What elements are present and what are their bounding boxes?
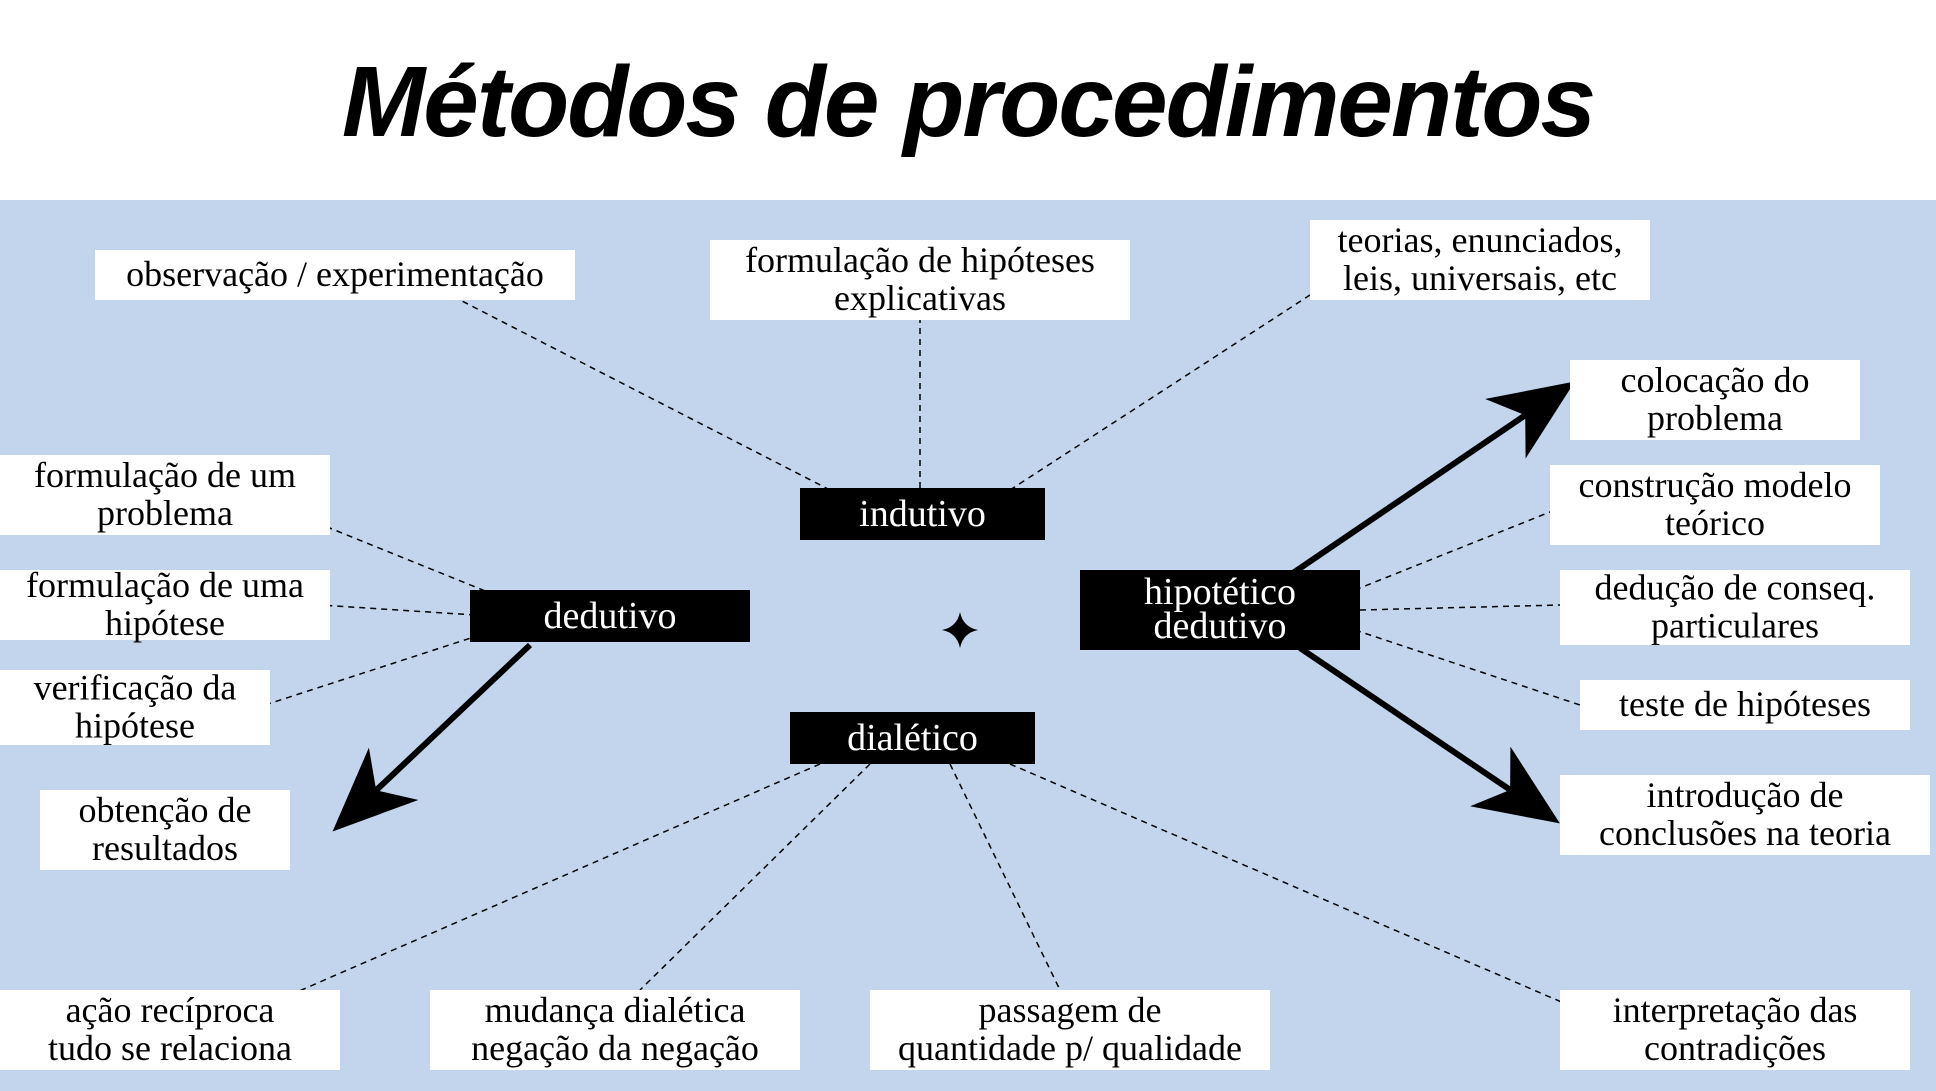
leaf-interp-line0: interpretação das [1613,990,1858,1030]
leaf-deduc-line0: dedução de conseq. [1595,568,1876,608]
node-indutivo-label: indutivo [859,493,986,535]
node-dedutivo-label: dedutivo [544,595,677,637]
leaf-introd-line0: introdução de [1647,775,1844,815]
leaf-teorias-line1: leis, universais, etc [1343,258,1617,298]
leaf-coloc-line0: colocação do [1621,360,1810,400]
leaf-verif-line1: hipótese [75,706,195,746]
leaf-form_prob: formulação de umproblema [0,455,330,535]
page-title: Métodos de procedimentos [0,45,1936,160]
leaf-obtencao-line0: obtenção de [79,790,252,830]
leaf-coloc-line1: problema [1647,398,1783,438]
node-dialetico: dialético [790,712,1035,764]
panel-bg [0,200,1936,1091]
leaf-passagem: passagem dequantidade p/ qualidade [870,990,1270,1070]
leaf-passagem-line1: quantidade p/ qualidade [898,1028,1242,1068]
leaf-teorias: teorias, enunciados,leis, universais, et… [1310,220,1650,300]
leaf-mudanca-line0: mudança dialética [485,990,746,1030]
node-hipotetico-label2: dedutivo [1154,605,1287,647]
leaf-acao-line0: ação recíproca [66,990,275,1030]
leaf-form_hip_exp-line1: explicativas [834,278,1006,318]
leaf-form_hip_exp: formulação de hipótesesexplicativas [710,240,1130,320]
node-dialetico-label: dialético [847,717,978,759]
leaf-deduc-line1: particulares [1651,606,1819,646]
leaf-verif: verificação dahipótese [0,668,270,746]
leaf-obs-line0: observação / experimentação [126,254,544,294]
leaf-teste-line0: teste de hipóteses [1619,684,1871,724]
node-dedutivo: dedutivo [470,590,750,642]
leaf-introd: introdução deconclusões na teoria [1560,775,1930,855]
mindmap-canvas: observação / experimentação formulação de… [0,200,1936,1091]
leaf-introd-line1: conclusões na teoria [1599,813,1891,853]
node-indutivo: indutivo [800,488,1045,540]
leaf-passagem-line0: passagem de [979,990,1162,1030]
leaf-form_hip_exp-line0: formulação de hipóteses [745,240,1095,280]
leaf-teste: teste de hipóteses [1580,680,1910,730]
leaf-form_hip-line0: formulação de uma [26,565,304,605]
leaf-acao-line1: tudo se relaciona [48,1028,292,1068]
leaf-form_prob-line0: formulação de um [34,455,296,495]
leaf-teorias-line0: teorias, enunciados, [1338,220,1623,260]
leaf-verif-line0: verificação da [34,668,237,708]
leaf-constr-line1: teórico [1665,503,1765,543]
leaf-obtencao: obtenção deresultados [40,790,290,870]
leaf-deduc: dedução de conseq.particulares [1560,568,1910,646]
leaf-form_prob-line1: problema [97,493,233,533]
leaf-obtencao-line1: resultados [92,828,238,868]
leaf-form_hip: formulação de umahipótese [0,565,330,643]
leaf-constr: construção modeloteórico [1550,465,1880,545]
leaf-interp-line1: contradições [1644,1028,1826,1068]
leaf-coloc: colocação doproblema [1570,360,1860,440]
leaf-acao: ação recíprocatudo se relaciona [0,990,340,1070]
leaf-obs: observação / experimentação [95,250,575,300]
node-hipotetico: hipotéticodedutivo [1080,570,1360,650]
leaf-interp: interpretação dascontradições [1560,990,1910,1070]
leaf-mudanca-line1: negação da negação [471,1028,759,1068]
leaf-form_hip-line1: hipótese [105,603,225,643]
leaf-constr-line0: construção modelo [1579,465,1852,505]
leaf-mudanca: mudança dialéticanegação da negação [430,990,800,1070]
